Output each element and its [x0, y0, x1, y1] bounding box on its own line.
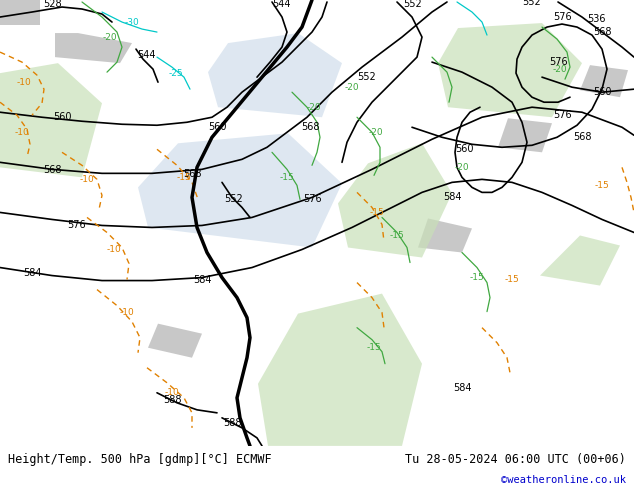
Polygon shape — [0, 0, 40, 25]
Text: 584: 584 — [193, 274, 211, 285]
Text: 544: 544 — [272, 0, 290, 9]
Text: 588: 588 — [163, 395, 181, 405]
Text: Tu 28-05-2024 06:00 UTC (00+06): Tu 28-05-2024 06:00 UTC (00+06) — [405, 453, 626, 466]
Text: -25: -25 — [169, 69, 183, 77]
Polygon shape — [258, 294, 422, 446]
Text: 568: 568 — [183, 170, 201, 179]
Text: -20: -20 — [345, 83, 359, 92]
Text: -10: -10 — [16, 78, 31, 87]
Text: 552: 552 — [404, 0, 422, 9]
Text: 560: 560 — [208, 122, 226, 132]
Text: -15: -15 — [595, 181, 609, 190]
Text: 544: 544 — [137, 50, 155, 60]
Polygon shape — [55, 33, 132, 63]
Text: 552: 552 — [522, 0, 541, 7]
Polygon shape — [438, 23, 582, 117]
Text: -15: -15 — [280, 173, 294, 182]
Text: -20: -20 — [307, 103, 321, 112]
Text: 576: 576 — [548, 57, 567, 67]
Text: Height/Temp. 500 hPa [gdmp][°C] ECMWF: Height/Temp. 500 hPa [gdmp][°C] ECMWF — [8, 453, 271, 466]
Text: -15: -15 — [366, 343, 382, 352]
Text: 584: 584 — [23, 268, 41, 277]
Text: 576: 576 — [553, 110, 571, 120]
Text: 584: 584 — [443, 193, 462, 202]
Text: 560: 560 — [455, 144, 473, 154]
Text: 552: 552 — [224, 195, 243, 204]
Text: 552: 552 — [358, 72, 377, 82]
Text: 588: 588 — [223, 418, 242, 428]
Text: -20: -20 — [553, 65, 567, 74]
Text: 560: 560 — [53, 112, 71, 122]
Text: 536: 536 — [586, 14, 605, 24]
Text: 528: 528 — [42, 0, 61, 9]
Text: -20: -20 — [369, 128, 384, 137]
Text: -20: -20 — [455, 163, 469, 172]
Text: 568: 568 — [301, 122, 320, 132]
Text: 568: 568 — [42, 165, 61, 175]
Text: -15: -15 — [177, 173, 191, 182]
Text: -10: -10 — [15, 128, 29, 137]
Text: 560: 560 — [593, 87, 611, 97]
Text: 568: 568 — [593, 27, 611, 37]
Text: -15: -15 — [505, 275, 519, 284]
Text: -10: -10 — [120, 308, 134, 317]
Text: 576: 576 — [68, 220, 86, 230]
Text: 576: 576 — [553, 12, 571, 22]
Polygon shape — [540, 236, 620, 286]
Polygon shape — [0, 63, 102, 177]
Polygon shape — [208, 33, 342, 117]
Text: -10: -10 — [80, 175, 94, 184]
Text: -20: -20 — [103, 32, 117, 42]
Polygon shape — [580, 65, 628, 97]
Text: -15: -15 — [370, 208, 384, 217]
Text: ©weatheronline.co.uk: ©weatheronline.co.uk — [501, 475, 626, 485]
Text: 576: 576 — [302, 195, 321, 204]
Text: 584: 584 — [453, 383, 471, 393]
Polygon shape — [148, 324, 202, 358]
Text: -15: -15 — [390, 231, 404, 240]
Text: -10: -10 — [165, 388, 179, 397]
Polygon shape — [138, 133, 342, 247]
Text: -15: -15 — [470, 273, 484, 282]
Text: 568: 568 — [573, 132, 592, 142]
Text: -10: -10 — [107, 245, 121, 254]
Text: -30: -30 — [125, 18, 139, 26]
Polygon shape — [498, 118, 552, 152]
Polygon shape — [418, 219, 472, 252]
Polygon shape — [338, 143, 452, 258]
